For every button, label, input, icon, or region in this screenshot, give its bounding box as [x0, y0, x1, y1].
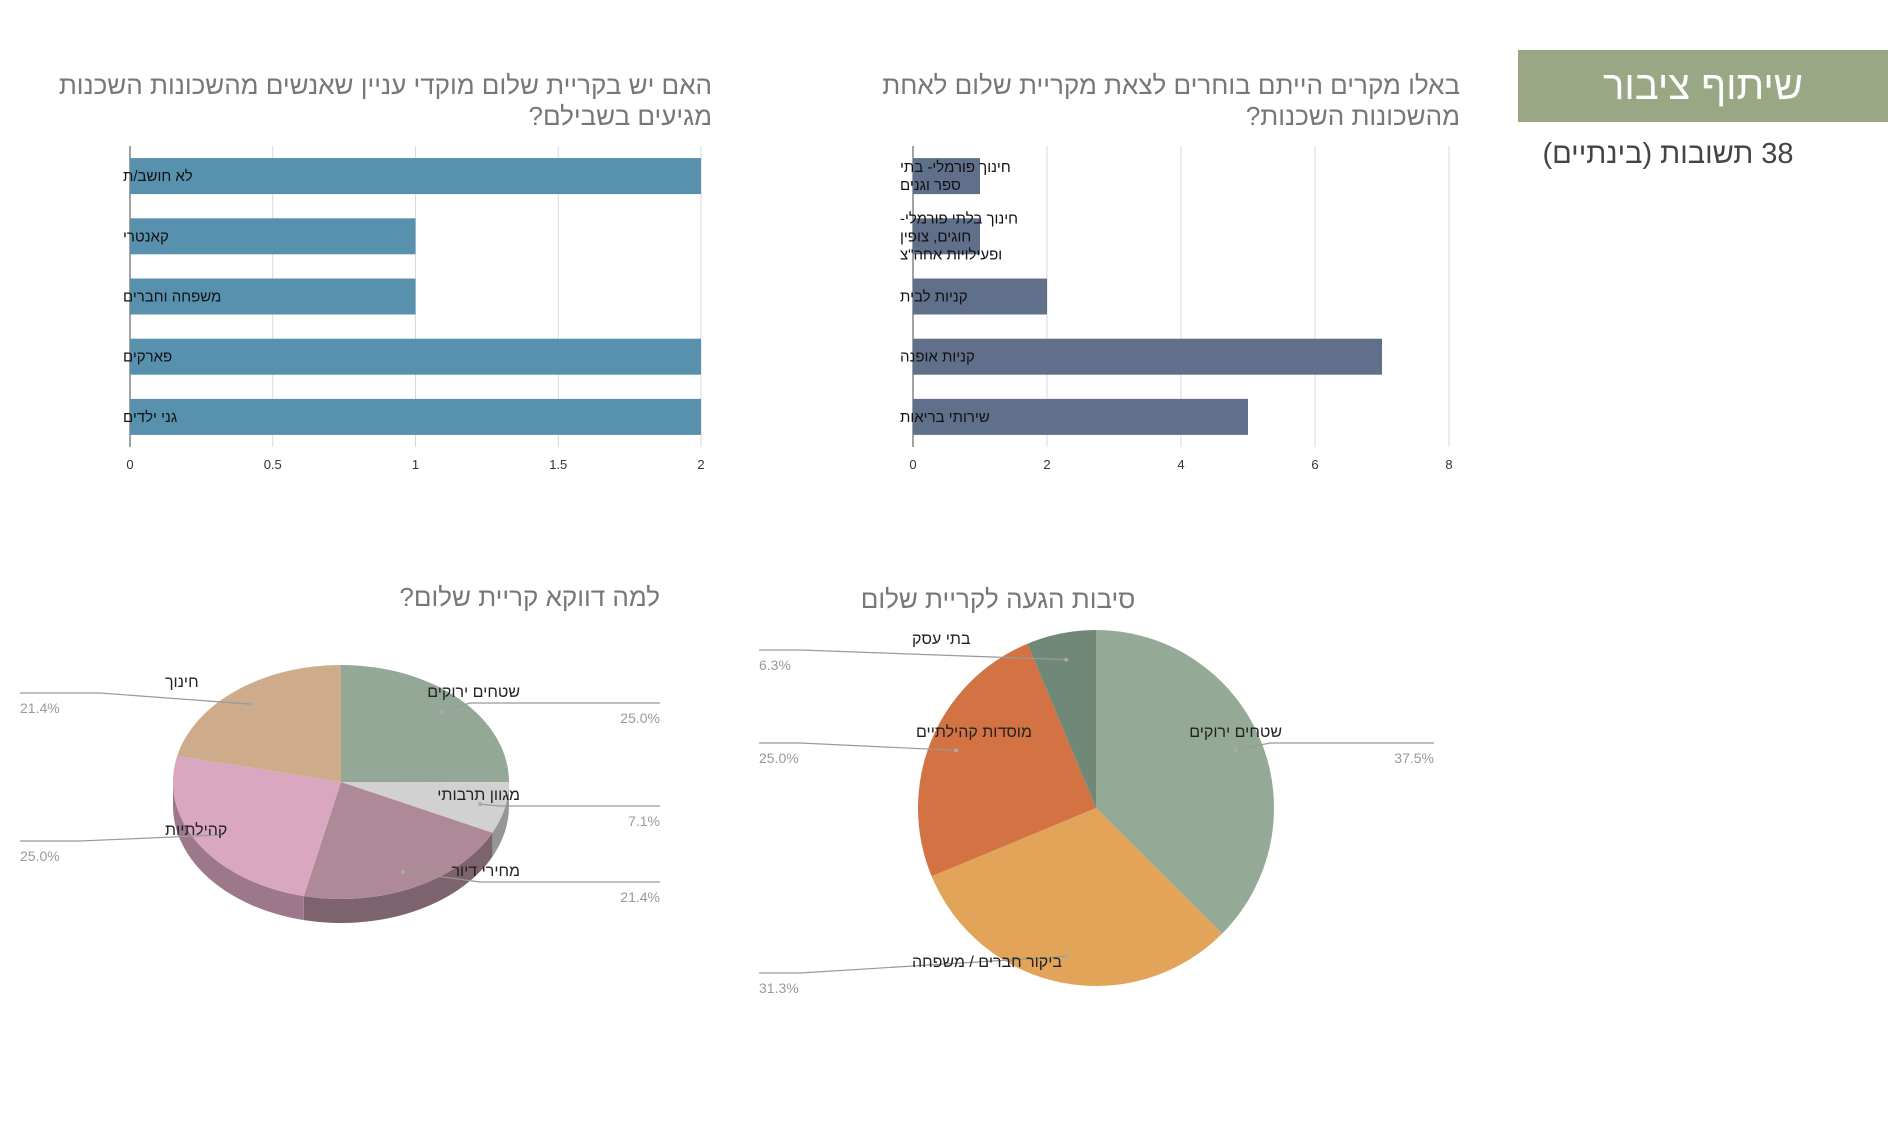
bar	[913, 218, 980, 255]
bar	[913, 158, 980, 195]
x-tick-label: 4	[1177, 457, 1184, 472]
category-label: משפחה וחברים	[123, 289, 221, 306]
leader-dot	[1233, 747, 1238, 752]
pie-slice	[172, 755, 341, 897]
leader-line	[441, 702, 660, 713]
pie-chart-2: שטחים ירוקים 25.0% מגוון תרבותי 7.1% מחירי ד…	[20, 665, 660, 924]
x-tick-label: 2	[697, 457, 704, 472]
category-label: חינוך בלתי פורמלי-חוגים, צופין ופעילויות …	[900, 210, 1018, 263]
category-label: פארקים	[123, 349, 172, 366]
x-tick-label: 8	[1445, 457, 1452, 472]
x-tick-label: 0.5	[264, 457, 282, 472]
x-tick-label: 0	[909, 457, 916, 472]
leader-dot	[1064, 657, 1069, 662]
responses-count: 38 תשובות (בינתיים)	[1542, 138, 1794, 170]
bar	[130, 338, 701, 375]
chart-title-left-bar: האם יש בקריית שלום מוקדי עניין שאנשים מה…	[58, 70, 712, 131]
x-tick-label: 1	[412, 457, 419, 472]
chart-title-left-pie: למה דווקא קריית שלום?	[399, 582, 660, 612]
slice-percent: 7.1%	[628, 813, 660, 829]
category-label: קניות לבית	[900, 289, 968, 306]
pie-slice-side	[173, 782, 304, 921]
x-tick-label: 2	[1043, 457, 1050, 472]
leader-line	[20, 834, 221, 842]
slice-percent: 37.5%	[1394, 750, 1434, 766]
category-label: שירותי בריאות	[900, 409, 990, 426]
pie-slice	[177, 665, 341, 782]
leader-line	[1235, 742, 1434, 751]
slice-percent: 25.0%	[759, 750, 799, 766]
leader-line	[759, 649, 1067, 661]
bar	[130, 218, 416, 255]
x-tick-label: 6	[1311, 457, 1318, 472]
slice-label: בתי עסק	[912, 631, 971, 648]
bar-chart-0: 0 0.5 1 1.5 2 לא חושב/ת קאנטרי משפחה וחברים פארק…	[123, 146, 705, 472]
category-label: גני ילדים	[123, 409, 177, 426]
leader-dot	[954, 748, 959, 753]
slice-label: שטחים ירוקים	[1189, 724, 1282, 741]
slice-label: מוסדות קהילתיים	[916, 723, 1032, 741]
bar	[913, 338, 1382, 375]
x-tick-label: 0	[126, 457, 133, 472]
slice-percent: 31.3%	[759, 980, 799, 996]
bar	[130, 278, 416, 315]
slice-label: חינוך	[165, 674, 199, 691]
pie-slice-side	[492, 782, 509, 857]
slice-percent: 21.4%	[20, 700, 60, 716]
slice-label: ביקור חברים / משפחה	[912, 954, 1062, 971]
slice-label: שטחים ירוקים	[427, 684, 520, 701]
leader-dot	[249, 702, 254, 707]
category-label: לא חושב/ת	[123, 168, 193, 185]
category-label: קניות אופנה	[900, 349, 975, 366]
leader-line	[480, 803, 660, 807]
category-label: קאנטרי	[123, 228, 169, 245]
leader-dot	[1064, 954, 1069, 959]
slice-label: מחירי דיור	[451, 863, 520, 880]
chart-title-right-bar: באלו מקרים הייתם בוחרים לצאת מקריית שלום…	[882, 70, 1460, 131]
section-banner: שיתוף ציבור	[1518, 50, 1888, 122]
pie-slice	[1027, 630, 1096, 808]
slice-label: קהילתיות	[165, 821, 227, 839]
leader-line	[759, 742, 957, 751]
leader-dot	[478, 802, 483, 807]
slice-percent: 6.3%	[759, 657, 791, 673]
pie-slice	[341, 782, 509, 833]
category-label: חינוך פורמלי- בתי ספר וגנים	[900, 159, 1011, 194]
pie-slice	[1096, 630, 1275, 934]
pie-slice	[918, 643, 1096, 877]
slice-percent: 25.0%	[20, 848, 60, 864]
bar-chart-1: 0 2 4 6 8 חינוך פורמלי- בתי ספר וגנים חינוך בלת…	[900, 146, 1453, 472]
leader-dot	[401, 869, 406, 874]
leader-line	[759, 955, 1067, 974]
x-tick-label: 1.5	[549, 457, 567, 472]
bar	[913, 278, 1047, 315]
leader-dot	[218, 832, 223, 837]
leader-dot	[440, 709, 445, 714]
leader-line	[20, 692, 253, 705]
pie-slice-side	[303, 832, 493, 924]
chart-title-right-pie: סיבות הגעה לקריית שלום	[860, 584, 1136, 614]
bar	[130, 158, 701, 195]
slice-percent: 21.4%	[620, 889, 660, 905]
pie-chart-3: שטחים ירוקים 37.5% ביקור חברים / משפחה 31.3…	[759, 630, 1434, 996]
bar	[913, 398, 1248, 435]
slice-label: מגוון תרבותי	[437, 787, 520, 804]
pie-slice	[303, 782, 493, 899]
pie-slice	[341, 665, 509, 783]
pie-slice	[931, 808, 1223, 986]
slice-percent: 25.0%	[620, 710, 660, 726]
leader-line	[402, 870, 660, 883]
bar	[130, 398, 701, 435]
